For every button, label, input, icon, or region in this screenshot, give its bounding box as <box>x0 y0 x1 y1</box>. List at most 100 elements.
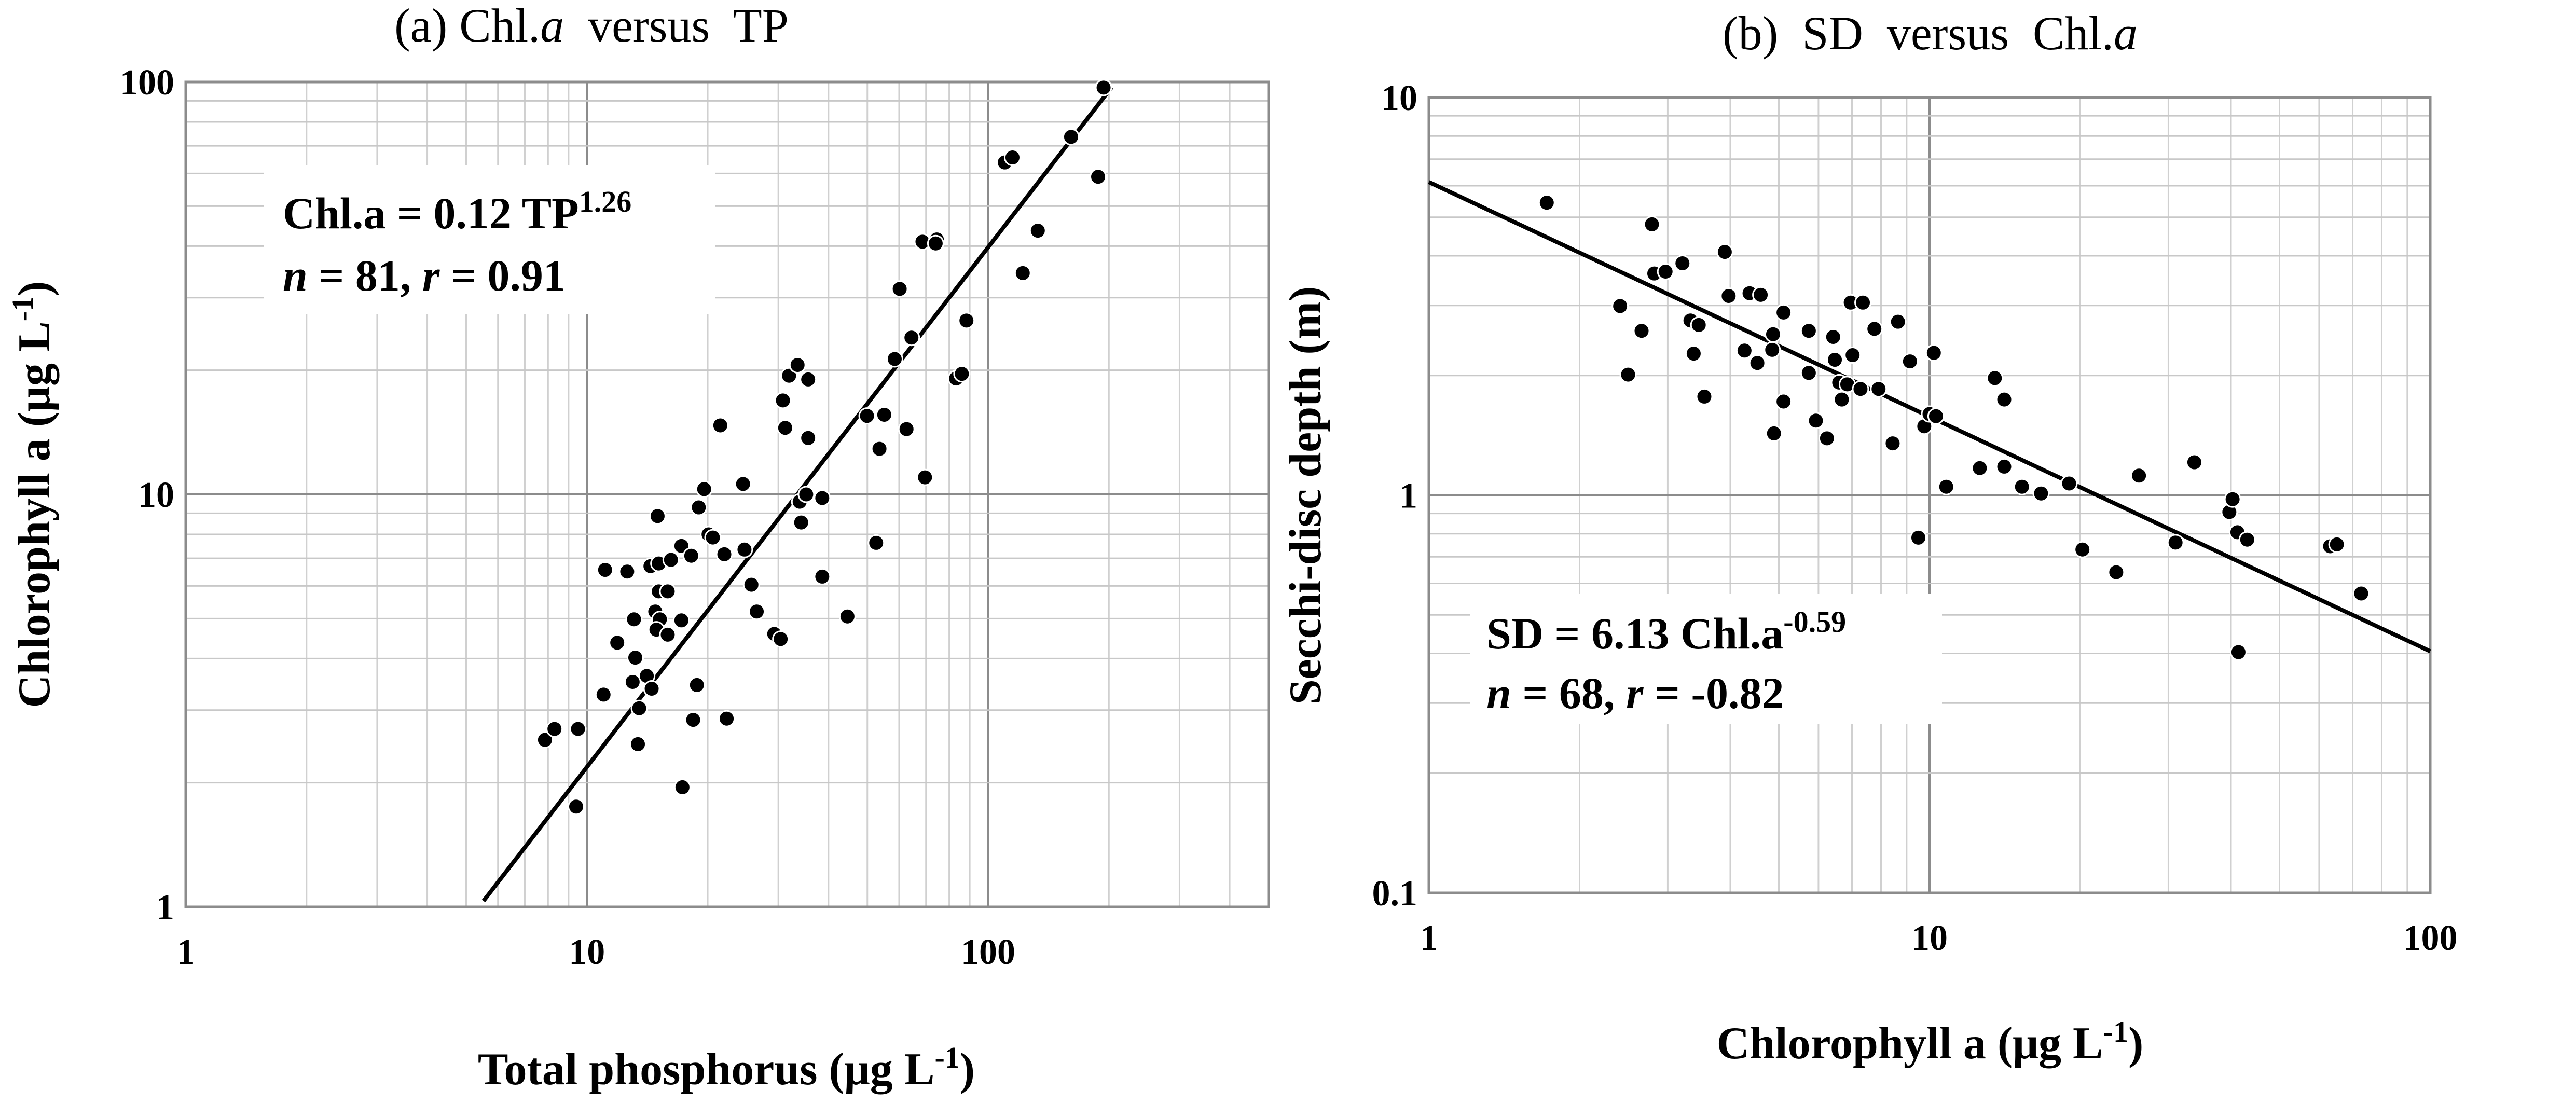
chart-title: (b) SD versus Chl.a <box>1723 7 2138 60</box>
x-tick-label: 100 <box>2403 918 2458 958</box>
data-point <box>927 234 944 252</box>
data-point <box>792 514 810 531</box>
data-point <box>1764 341 1781 358</box>
data-point <box>629 735 647 753</box>
data-point <box>1901 353 1919 370</box>
data-point <box>814 568 831 585</box>
tick-labels: 1 10 100 1 10 100 <box>120 63 1015 972</box>
data-point <box>1937 478 1955 495</box>
grid <box>1427 96 2432 894</box>
data-point <box>695 480 713 498</box>
data-point <box>898 420 915 438</box>
data-point <box>659 583 677 600</box>
data-point <box>1090 168 1107 186</box>
data-point <box>1844 347 1862 364</box>
data-point <box>814 489 831 507</box>
data-point <box>2107 563 2125 581</box>
data-point <box>672 612 690 629</box>
data-point <box>858 407 876 425</box>
data-point <box>886 350 903 368</box>
data-point <box>609 634 626 652</box>
data-point <box>1854 294 1872 311</box>
data-point <box>748 603 766 620</box>
data-point <box>659 626 677 643</box>
data-point <box>1986 369 2004 387</box>
equation-box <box>264 165 715 314</box>
data-point <box>2238 531 2256 548</box>
data-point <box>1889 313 1907 330</box>
data-point <box>1720 287 1738 305</box>
data-point <box>682 547 700 564</box>
data-point <box>867 534 885 551</box>
data-point <box>774 392 792 409</box>
data-point <box>772 630 790 648</box>
data-point <box>2130 467 2148 485</box>
data-point <box>742 576 760 594</box>
x-tick-label: 10 <box>569 932 605 972</box>
data-point <box>1807 412 1825 430</box>
data-point <box>1995 458 2013 475</box>
data-point <box>2060 475 2078 492</box>
data-point <box>643 680 660 698</box>
data-point <box>1685 345 1702 363</box>
data-point <box>1971 459 1989 477</box>
x-axis-label: Chlorophyll a (μg L-1) <box>1717 1015 2144 1069</box>
stats-line: n = 81, r = 0.91 <box>283 251 566 300</box>
chart-title: (a) Chl.a versus TP <box>394 0 789 52</box>
data-point <box>875 406 893 423</box>
data-points <box>536 79 1112 816</box>
data-point <box>958 312 975 329</box>
equation-line: SD = 6.13 Chl.a-0.59 <box>1486 605 1846 658</box>
data-point <box>1927 407 1945 425</box>
data-point <box>1995 391 2013 408</box>
data-point <box>684 711 702 729</box>
data-point <box>2224 490 2241 508</box>
data-point <box>690 499 708 516</box>
data-point <box>1775 303 1793 321</box>
data-point <box>1910 529 1927 546</box>
data-point <box>1818 430 1836 447</box>
data-point <box>673 778 691 796</box>
data-point <box>1833 391 1851 408</box>
x-tick-label: 1 <box>1420 918 1438 958</box>
data-point <box>569 720 587 738</box>
data-point <box>916 468 934 486</box>
data-point <box>2013 478 2031 495</box>
equation-line: Chl.a = 0.12 TP1.26 <box>283 185 631 238</box>
data-point <box>1866 320 1883 338</box>
x-tick-label: 10 <box>1911 918 1948 958</box>
data-point <box>715 545 733 563</box>
plot-frame <box>184 80 1270 908</box>
y-tick-label: 10 <box>138 475 174 515</box>
data-point <box>1657 263 1674 281</box>
plot-frame <box>1427 96 2432 894</box>
data-points <box>1538 194 2370 661</box>
data-point <box>1611 297 1629 315</box>
data-point <box>2229 643 2247 661</box>
y-axis-label: Secchi-disc depth (m) <box>1280 286 1331 705</box>
data-point <box>624 673 641 691</box>
data-point <box>630 699 648 717</box>
data-point <box>2032 485 2050 502</box>
y-tick-label: 1 <box>1399 476 1417 516</box>
data-point <box>2328 535 2346 553</box>
data-point <box>662 551 680 569</box>
data-point <box>618 563 636 581</box>
data-point <box>1800 364 1817 382</box>
data-point <box>800 429 817 447</box>
data-point <box>1674 254 1691 272</box>
data-point <box>688 676 706 694</box>
data-point <box>1690 316 1707 334</box>
data-point <box>1826 351 1844 369</box>
data-point <box>2167 534 2184 551</box>
data-point <box>903 329 920 347</box>
data-point <box>776 419 794 437</box>
data-point <box>1748 354 1766 372</box>
data-point <box>1014 264 1031 282</box>
data-point <box>567 798 585 816</box>
data-point <box>797 486 815 503</box>
data-point <box>1735 342 1753 360</box>
data-point <box>704 529 722 546</box>
